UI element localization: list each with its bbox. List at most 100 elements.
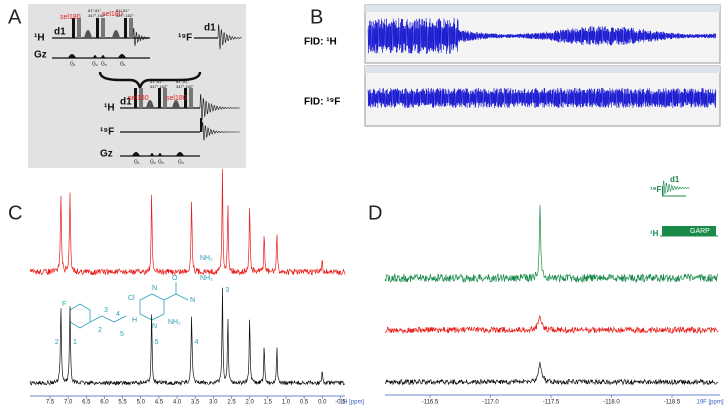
peak-label: 4 bbox=[195, 339, 199, 346]
angle-label: 81°,81° bbox=[116, 8, 130, 13]
x-tick-label: 7.5 bbox=[46, 400, 55, 406]
delay: d1 bbox=[54, 27, 66, 38]
axis-unit: 19F [ppm] bbox=[696, 400, 723, 406]
atom-label: H bbox=[132, 317, 137, 324]
panel-label: C bbox=[8, 202, 22, 224]
sequence-bottom bbox=[120, 88, 202, 157]
peak-label: 3 bbox=[225, 287, 229, 294]
x-tick-label: 3.5 bbox=[191, 400, 200, 406]
x-tick-label: 2.0 bbox=[245, 400, 254, 406]
gradient-axis: Gz bbox=[34, 50, 47, 61]
fid bbox=[662, 179, 690, 195]
atom-label: F bbox=[62, 301, 66, 308]
fid bbox=[199, 93, 240, 121]
pulse-label: sel180 bbox=[166, 95, 187, 102]
atom-label: N bbox=[190, 297, 195, 304]
x-tick-label: 5.5 bbox=[118, 400, 127, 406]
spectrum bbox=[29, 169, 346, 276]
gradient-axis: Gz bbox=[100, 149, 113, 160]
x-tick-label: 6.5 bbox=[82, 400, 91, 406]
fid bbox=[201, 121, 240, 141]
angle-label: 81°,81° bbox=[88, 8, 102, 13]
angle-label: 81°,81° bbox=[150, 79, 164, 84]
x-tick-label: 5.0 bbox=[137, 400, 146, 406]
spectrum bbox=[384, 361, 719, 386]
atom-label: NH₂ bbox=[200, 255, 213, 262]
fid bbox=[217, 24, 242, 50]
x-tick-label: 6.0 bbox=[100, 400, 109, 406]
x-tick-label: 0.0 bbox=[318, 400, 327, 406]
x-tick-label: 2.5 bbox=[227, 400, 236, 406]
delay: d1 bbox=[120, 97, 132, 108]
fid bbox=[367, 17, 717, 54]
nucleus: ¹H bbox=[104, 103, 115, 114]
peak-label: 1 bbox=[73, 339, 77, 346]
gradient-label: G₁ bbox=[120, 61, 126, 67]
gradient-label: G₂ bbox=[92, 61, 98, 67]
sequence-top bbox=[52, 18, 150, 59]
pulse-label: sel180 bbox=[128, 95, 149, 102]
atom-label: NH₂ bbox=[200, 275, 213, 282]
x-tick-label: 0.5 bbox=[300, 400, 309, 406]
spectrum bbox=[384, 204, 719, 284]
position-label: 3 bbox=[104, 307, 108, 314]
molecule bbox=[69, 282, 189, 329]
panel-label: A bbox=[8, 6, 22, 28]
x-tick-label: -117.5 bbox=[543, 400, 560, 406]
fid-label: FID: ¹H bbox=[304, 37, 337, 48]
angle-label: 347°,152° bbox=[88, 13, 106, 18]
position-label: 2 bbox=[98, 327, 102, 334]
x-tick-label: -117.0 bbox=[482, 400, 499, 406]
x-tick-label: -0.5 bbox=[335, 400, 346, 406]
decoupling-block bbox=[662, 226, 716, 236]
atom-label: N bbox=[152, 323, 157, 330]
x-tick-label: 3.0 bbox=[209, 400, 218, 406]
atom-label: O bbox=[172, 275, 178, 282]
gradient-label: G₄ bbox=[178, 159, 184, 165]
gradient-label: G₃ bbox=[158, 159, 164, 165]
fid bbox=[367, 87, 717, 109]
x-tick-label: 4.5 bbox=[155, 400, 164, 406]
x-tick-label: -116.5 bbox=[422, 400, 439, 406]
x-tick-label: 7.0 bbox=[64, 400, 73, 406]
x-tick-label: -118.5 bbox=[664, 400, 681, 406]
sequence-box bbox=[28, 4, 246, 168]
spectrum bbox=[29, 287, 346, 386]
panel-label: B bbox=[310, 6, 323, 28]
position-label: 4 bbox=[116, 311, 120, 318]
nucleus: ¹⁹F bbox=[178, 33, 192, 44]
angle-label: 347°,152° bbox=[176, 84, 194, 89]
axis-unit: 1H [ppm] bbox=[340, 400, 365, 406]
angle-label: 81°,81° bbox=[176, 79, 190, 84]
atom-label: NH₂ bbox=[168, 319, 181, 326]
gradient-label: G₂ bbox=[150, 159, 156, 165]
delay: d1 bbox=[204, 23, 216, 34]
toolbar bbox=[365, 66, 720, 73]
x-tick-label: -118.0 bbox=[603, 400, 620, 406]
peak-label: 2 bbox=[55, 339, 59, 346]
peak-label: 5 bbox=[155, 339, 159, 346]
nucleus: ¹⁹F bbox=[650, 185, 661, 194]
nucleus: ¹H bbox=[34, 33, 45, 44]
gradient-label: G₃ bbox=[101, 61, 107, 67]
nucleus: ¹H bbox=[650, 229, 659, 238]
panel-label: D bbox=[368, 202, 382, 224]
atom-label: N bbox=[152, 285, 157, 292]
pulse-label: sel180 bbox=[60, 14, 81, 21]
gradient-label: G₁ bbox=[70, 61, 76, 67]
angle-label: 347°,152° bbox=[150, 84, 168, 89]
nucleus: ¹⁹F bbox=[100, 127, 114, 138]
fid bbox=[132, 27, 150, 47]
pulse bbox=[662, 186, 664, 196]
x-tick-label: 4.0 bbox=[173, 400, 182, 406]
angle-label: 347°,152° bbox=[116, 13, 134, 18]
pulse-label: sel180 bbox=[102, 11, 123, 18]
position-label: 5 bbox=[120, 331, 124, 338]
x-tick-label: 1.5 bbox=[264, 400, 273, 406]
gradient-label: G₁ bbox=[134, 159, 140, 165]
x-tick-label: 1.0 bbox=[282, 400, 291, 406]
toolbar bbox=[365, 5, 720, 12]
atom-label: Cl bbox=[128, 295, 135, 302]
decoupling-label: GARP bbox=[690, 228, 710, 235]
